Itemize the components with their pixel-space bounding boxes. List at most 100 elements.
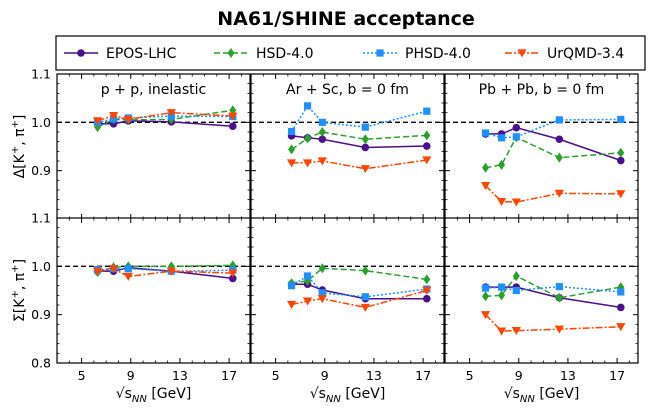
x-axis-label: √sNN [GeV] [504, 386, 580, 405]
y-axis-label-part: ] [12, 259, 28, 264]
y-tick-label: 1.1 [31, 211, 51, 226]
data-point-urqmd-3-4 [616, 190, 626, 199]
y-axis-label-part: Δ[K [12, 153, 28, 178]
panel-system-label: Pb + Pb, b = 0 fm [479, 82, 605, 98]
legend-marker-epos-lhc [77, 49, 85, 57]
y-tick-label: 0.9 [31, 307, 51, 322]
data-point-phsd-4-0 [481, 284, 490, 292]
panel-system-label: p + p, inelastic [101, 82, 207, 98]
data-point-urqmd-3-4 [166, 267, 176, 276]
data-point-phsd-4-0 [497, 134, 506, 142]
y-axis-label-part: + [10, 290, 21, 298]
y-axis-label-part: Σ[K [12, 298, 28, 322]
panel-background [57, 218, 250, 363]
x-axis-label-unit: [GeV] [535, 386, 579, 402]
data-point-hsd-4-0 [555, 292, 563, 303]
series-line-urqmd-3-4 [485, 185, 621, 203]
x-tick-label: 5 [78, 368, 86, 383]
x-tick-label: 9 [515, 368, 523, 383]
x-tick-label: 17 [609, 368, 625, 383]
data-point-urqmd-3-4 [616, 323, 626, 332]
y-tick-label: 0.8 [31, 356, 51, 371]
y-tick-label: 1.1 [31, 67, 51, 82]
data-point-epos-lhc [318, 135, 327, 144]
x-tick-label: 13 [366, 368, 382, 383]
y-axis-label-part: , π [12, 128, 28, 146]
legend-frame [55, 35, 646, 71]
data-point-urqmd-3-4 [92, 267, 103, 276]
data-point-hsd-4-0 [423, 130, 431, 141]
y-axis-label-part: + [10, 264, 21, 272]
data-point-hsd-4-0 [304, 133, 312, 144]
legend-marker-urqmd-3-4 [517, 49, 527, 58]
data-point-hsd-4-0 [318, 263, 326, 274]
data-point-urqmd-3-4 [496, 327, 507, 336]
y-axis-labels: Δ[K+, π+]Σ[K+, π+] [10, 115, 28, 322]
data-point-phsd-4-0 [124, 265, 132, 273]
y-axis-label: Δ[K+, π+] [10, 115, 28, 179]
data-point-urqmd-3-4 [554, 325, 564, 334]
legend-marker-phsd-4-0 [376, 49, 384, 57]
data-point-hsd-4-0 [482, 291, 490, 302]
data-point-urqmd-3-4 [360, 303, 370, 312]
data-point-phsd-4-0 [555, 116, 563, 124]
y-axis-label-part: + [10, 146, 21, 154]
panel-r1-c0: 0.8 0.9 1.0 1.1 5 9 13 17 [31, 211, 251, 383]
panel-frame [250, 217, 445, 364]
data-point-phsd-4-0 [555, 283, 563, 291]
data-point-epos-lhc [228, 274, 237, 283]
data-point-hsd-4-0 [498, 159, 506, 170]
data-point-hsd-4-0 [555, 152, 563, 163]
data-point-hsd-4-0 [482, 162, 490, 173]
data-point-urqmd-3-4 [286, 159, 297, 168]
data-point-urqmd-3-4 [360, 165, 370, 174]
x-tick-label: 5 [272, 368, 280, 383]
panel-r1-c1: 5 9 13 17 [250, 217, 445, 383]
data-point-epos-lhc [512, 123, 521, 132]
data-point-urqmd-3-4 [108, 265, 119, 274]
legend-label: EPOS-LHC [106, 46, 177, 62]
x-axis-label-sub: NN [326, 394, 341, 405]
panel-r0-c1: Ar + Sc, b = 0 fm [250, 73, 445, 220]
legend-label: PHSD-4.0 [405, 46, 471, 62]
data-point-hsd-4-0 [498, 290, 506, 301]
x-tick-label: 9 [321, 368, 329, 383]
x-axis-label-sub: NN [520, 394, 535, 405]
data-point-phsd-4-0 [512, 133, 520, 141]
y-tick-label: 0.9 [31, 163, 51, 178]
data-point-urqmd-3-4 [317, 295, 327, 304]
data-point-phsd-4-0 [303, 102, 312, 110]
data-point-urqmd-3-4 [511, 198, 521, 207]
panel-grid: p + p, inelastic 0.9 1.0 1.1 Ar + Sc, b = 0 … [31, 67, 639, 383]
data-point-urqmd-3-4 [511, 327, 521, 336]
data-point-phsd-4-0 [481, 129, 490, 137]
data-point-urqmd-3-4 [480, 182, 491, 191]
x-axis-labels: √sNN [GeV] √sNN [GeV] √sNN [GeV] [116, 386, 580, 405]
series-line-hsd-4-0 [291, 131, 427, 151]
x-tick-label: 17 [415, 368, 431, 383]
data-point-phsd-4-0 [318, 289, 326, 297]
data-point-urqmd-3-4 [302, 159, 313, 168]
x-axis-label: √sNN [GeV] [116, 386, 192, 405]
data-point-epos-lhc [228, 122, 237, 130]
data-point-hsd-4-0 [288, 144, 296, 155]
data-point-hsd-4-0 [318, 127, 326, 137]
x-tick-label: 9 [127, 368, 135, 383]
data-point-hsd-4-0 [423, 274, 431, 285]
panel-background [251, 218, 444, 363]
y-axis-label-part: ] [12, 115, 28, 120]
series-line-hsd-4-0 [291, 267, 427, 284]
panel-background [445, 74, 638, 219]
data-point-urqmd-3-4 [302, 297, 313, 306]
data-point-urqmd-3-4 [166, 109, 176, 118]
data-point-hsd-4-0 [617, 147, 625, 158]
data-point-urqmd-3-4 [228, 269, 238, 278]
data-point-phsd-4-0 [361, 293, 369, 301]
panel-frame [56, 217, 251, 364]
panel-frame [444, 217, 639, 364]
y-tick-label: 1.0 [31, 115, 51, 130]
data-point-phsd-4-0 [361, 123, 369, 131]
data-point-hsd-4-0 [361, 134, 369, 145]
x-axis-label-main: √s [116, 386, 132, 402]
